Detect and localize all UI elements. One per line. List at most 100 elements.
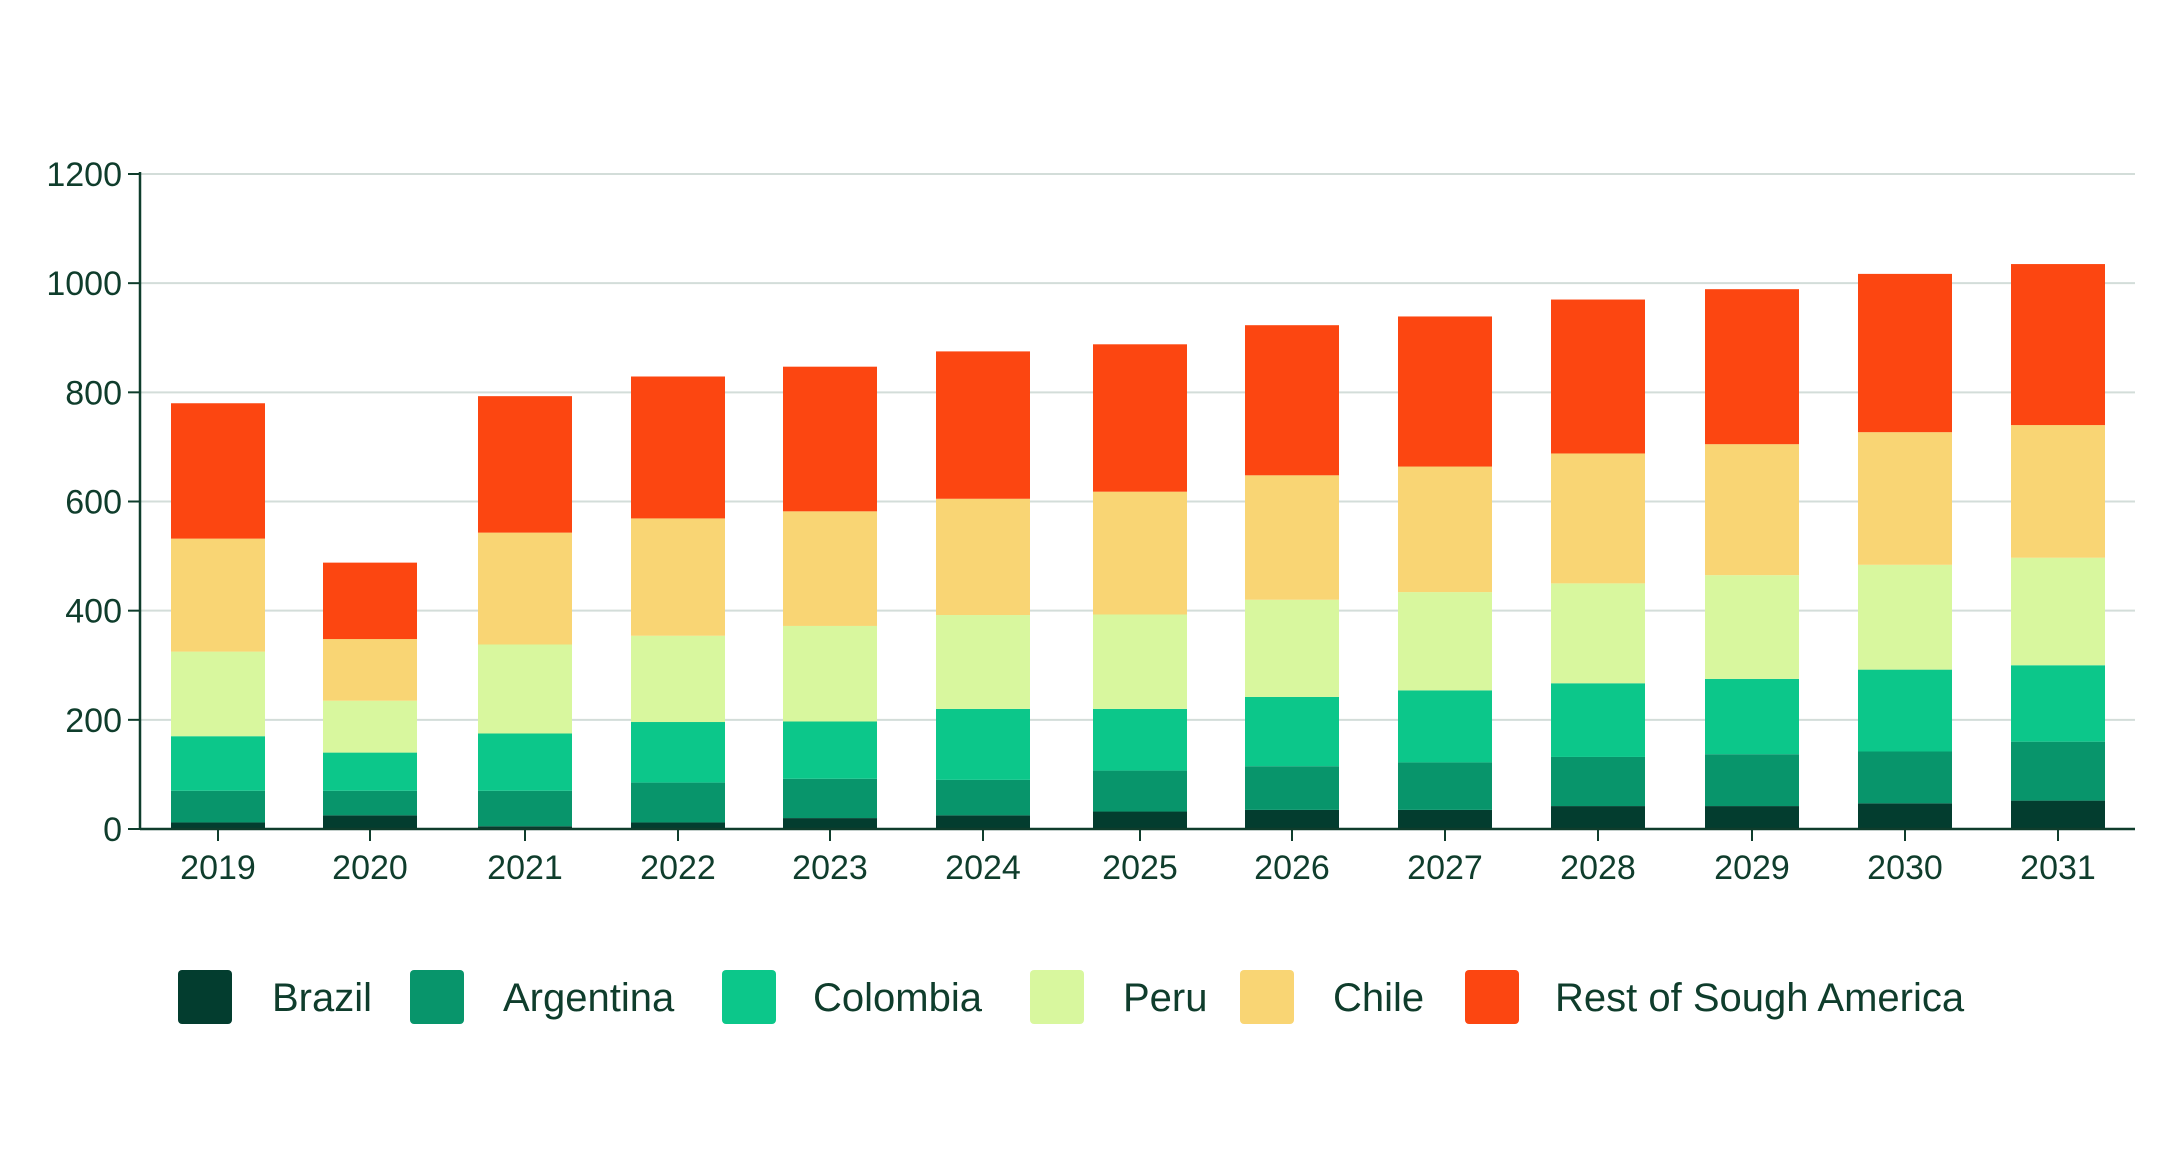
- bar-segment-2023-peru: [783, 625, 877, 722]
- x-tick-label-2021: 2021: [487, 849, 563, 887]
- x-tick-label-2031: 2031: [2020, 849, 2096, 887]
- bar-segment-2021-brazil: [478, 826, 572, 829]
- bar-segment-2019-colombia: [171, 736, 265, 791]
- bar-segment-2030-argentina: [1858, 751, 1952, 804]
- bar-segment-2023-brazil: [783, 818, 877, 829]
- bar-segment-2021-rest-of-sough-america: [478, 396, 572, 533]
- bar-segment-2019-rest-of-sough-america: [171, 403, 265, 539]
- x-tick-label-2027: 2027: [1407, 849, 1483, 887]
- bar-segment-2030-colombia: [1858, 669, 1952, 752]
- bar-segment-2027-argentina: [1398, 762, 1492, 810]
- bar-segment-2020-chile: [323, 639, 417, 701]
- bar-segment-2028-argentina: [1551, 756, 1645, 807]
- bar-segment-2020-peru: [323, 700, 417, 753]
- bar-segment-2025-chile: [1093, 491, 1187, 615]
- x-tick-label-2022: 2022: [640, 849, 716, 887]
- legend-swatch-chile: [1240, 970, 1294, 1024]
- y-tick-label-600: 600: [65, 484, 122, 522]
- bar-segment-2019-chile: [171, 538, 265, 652]
- bar-segment-2030-chile: [1858, 432, 1952, 565]
- legend: Brazil Argentina Colombia Peru Chile Rest of …: [178, 970, 1965, 1024]
- bar-segment-2025-colombia: [1093, 708, 1187, 771]
- y-tick-label-0: 0: [103, 811, 122, 849]
- bar-segment-2025-rest-of-sough-america: [1093, 344, 1187, 492]
- legend-swatch-rest-of-sough-america: [1465, 970, 1519, 1024]
- bar-segment-2028-chile: [1551, 453, 1645, 584]
- bar-segment-2022-rest-of-sough-america: [631, 376, 725, 519]
- x-tick-label-2028: 2028: [1560, 849, 1636, 887]
- bar-segment-2031-colombia: [2011, 665, 2105, 742]
- bar-segment-2023-rest-of-sough-america: [783, 366, 877, 512]
- bar-segment-2027-rest-of-sough-america: [1398, 316, 1492, 467]
- bar-segment-2029-peru: [1705, 575, 1799, 679]
- bar-segment-2029-rest-of-sough-america: [1705, 289, 1799, 445]
- legend-label-brazil: Brazil: [272, 976, 372, 1020]
- bar-segment-2024-peru: [936, 615, 1030, 709]
- bar-segment-2028-brazil: [1551, 806, 1645, 829]
- legend-swatch-colombia: [722, 970, 776, 1024]
- x-tick-label-2025: 2025: [1102, 849, 1178, 887]
- legend-swatch-peru: [1030, 970, 1084, 1024]
- bar-segment-2021-argentina: [478, 790, 572, 827]
- bar-segment-2025-peru: [1093, 614, 1187, 709]
- legend-label-chile: Chile: [1333, 976, 1424, 1020]
- bar-segment-2022-chile: [631, 518, 725, 636]
- x-tick-label-2030: 2030: [1867, 849, 1943, 887]
- bar-segment-2021-colombia: [478, 733, 572, 791]
- bar-segment-2029-argentina: [1705, 754, 1799, 807]
- bar-segment-2019-argentina: [171, 790, 265, 823]
- bar-segment-2024-argentina: [936, 779, 1030, 816]
- bar-segment-2020-brazil: [323, 815, 417, 829]
- bar-segment-2025-argentina: [1093, 770, 1187, 812]
- bar-segment-2021-peru: [478, 644, 572, 734]
- bar-segment-2031-chile: [2011, 425, 2105, 558]
- bar-segment-2027-peru: [1398, 592, 1492, 691]
- x-tick-label-2019: 2019: [180, 849, 256, 887]
- legend-label-peru: Peru: [1123, 976, 1208, 1020]
- bar-segment-2020-rest-of-sough-america: [323, 562, 417, 640]
- bar-segment-2025-brazil: [1093, 811, 1187, 829]
- y-tick-label-200: 200: [65, 702, 122, 740]
- bar-segment-2024-brazil: [936, 815, 1030, 829]
- bar-segment-2020-colombia: [323, 752, 417, 791]
- bar-segment-2024-chile: [936, 498, 1030, 616]
- bar-segment-2029-brazil: [1705, 806, 1799, 829]
- x-tick-label-2029: 2029: [1714, 849, 1790, 887]
- bar-segment-2028-peru: [1551, 583, 1645, 684]
- bar-segment-2031-argentina: [2011, 741, 2105, 801]
- bar-segment-2028-rest-of-sough-america: [1551, 299, 1645, 454]
- bar-segment-2029-chile: [1705, 444, 1799, 576]
- legend-label-colombia: Colombia: [813, 976, 983, 1020]
- bar-segment-2024-colombia: [936, 708, 1030, 780]
- bars: [171, 264, 2105, 829]
- x-tick-label-2020: 2020: [332, 849, 408, 887]
- bar-segment-2030-peru: [1858, 564, 1952, 670]
- x-tick-label-2023: 2023: [792, 849, 868, 887]
- bar-segment-2027-brazil: [1398, 809, 1492, 829]
- bar-segment-2022-argentina: [631, 782, 725, 823]
- y-tick-label-1000: 1000: [46, 265, 122, 303]
- legend-label-argentina: Argentina: [503, 976, 675, 1020]
- bar-segment-2019-brazil: [171, 822, 265, 829]
- bar-segment-2030-brazil: [1858, 803, 1952, 829]
- bar-segment-2026-argentina: [1245, 766, 1339, 810]
- bar-segment-2031-brazil: [2011, 800, 2105, 829]
- bar-segment-2028-colombia: [1551, 683, 1645, 757]
- bar-segment-2022-colombia: [631, 722, 725, 783]
- bar-segment-2026-rest-of-sough-america: [1245, 325, 1339, 476]
- bar-segment-2023-chile: [783, 511, 877, 626]
- bar-segment-2029-colombia: [1705, 678, 1799, 755]
- bar-segment-2030-rest-of-sough-america: [1858, 273, 1952, 433]
- bar-segment-2020-argentina: [323, 790, 417, 816]
- bar-segment-2027-chile: [1398, 466, 1492, 593]
- legend-swatch-argentina: [410, 970, 464, 1024]
- bar-segment-2022-peru: [631, 635, 725, 723]
- y-tick-label-1200: 1200: [46, 156, 122, 194]
- bar-segment-2026-brazil: [1245, 809, 1339, 829]
- legend-swatch-brazil: [178, 970, 232, 1024]
- bar-segment-2031-peru: [2011, 557, 2105, 666]
- bar-segment-2024-rest-of-sough-america: [936, 351, 1030, 499]
- legend-label-rest-of-sough-america: Rest of Sough America: [1555, 976, 1965, 1020]
